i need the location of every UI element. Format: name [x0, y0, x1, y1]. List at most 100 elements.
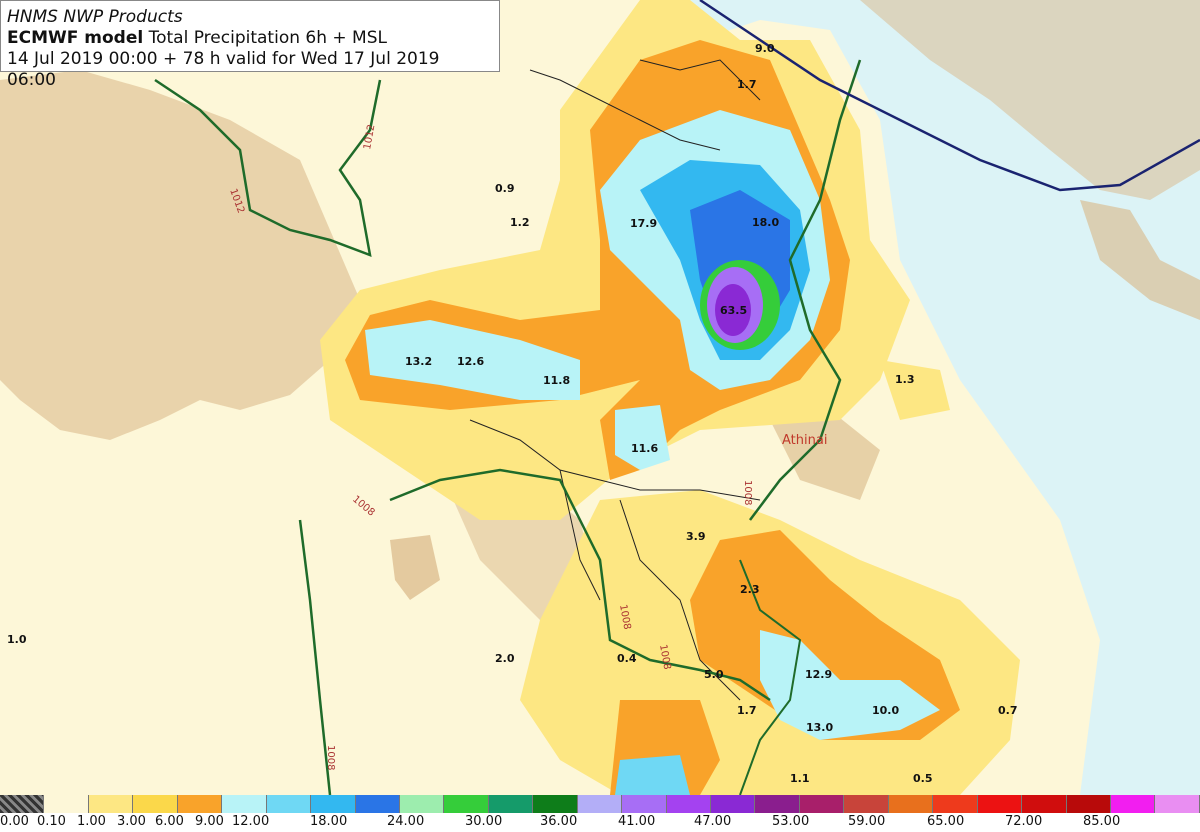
legend-swatch	[266, 795, 312, 813]
land-attica	[760, 400, 880, 500]
precip-value: 13.0	[806, 721, 833, 734]
legend-swatch	[711, 795, 756, 813]
legend-labels: 0.00 0.10 1.00 3.00 6.00 9.00 12.00 18.00 24.00 3…	[0, 814, 1200, 832]
precip-value: 10.0	[872, 704, 899, 717]
color-legend: 0.00 0.10 1.00 3.00 6.00 9.00 12.00 18.00 24.00 3…	[0, 795, 1200, 832]
legend-swatch	[177, 795, 223, 813]
model-title: ECMWF model Total Precipitation 6h + MSL	[7, 28, 493, 49]
isobar-1008-west	[298, 519, 332, 795]
precip-value: 2.0	[495, 652, 515, 665]
precip-value: 0.9	[495, 182, 515, 195]
legend-label: 9.00	[195, 814, 224, 829]
front-line	[699, 0, 1200, 192]
legend-label: 30.00	[465, 814, 503, 829]
legend-swatch	[1110, 795, 1156, 813]
precip-value: 1.1	[790, 772, 810, 785]
precip-value: 3.9	[686, 530, 706, 543]
precip-value: 63.5	[720, 304, 747, 317]
valid-time: 14 Jul 2019 00:00 + 78 h valid for Wed 1…	[7, 49, 440, 90]
legend-label: 41.00	[618, 814, 656, 829]
legend-swatch	[622, 795, 667, 813]
legend-label: 18.00	[310, 814, 348, 829]
legend-swatch	[355, 795, 400, 813]
legend-label: 0.00	[0, 814, 29, 829]
field-name: Total Precipitation 6h + MSL	[148, 28, 387, 48]
isobar-1008-east	[749, 59, 862, 521]
precip-value: 1.7	[737, 704, 757, 717]
product-name: HNMS NWP Products	[7, 7, 183, 27]
legend-swatch	[1022, 795, 1067, 813]
legend-color-bar	[0, 795, 1200, 813]
land-island	[390, 535, 440, 600]
legend-swatch	[977, 795, 1023, 813]
isobar-1008-inner	[739, 559, 802, 795]
legend-label: 72.00	[1005, 814, 1043, 829]
legend-swatch	[844, 795, 889, 813]
legend-label: 6.00	[155, 814, 184, 829]
isobar-1008-south	[389, 468, 771, 702]
precip-value: 2.3	[740, 583, 760, 596]
legend-swatch	[1155, 795, 1200, 813]
legend-label: 47.00	[694, 814, 732, 829]
legend-label: 12.00	[232, 814, 270, 829]
legend-swatch	[533, 795, 578, 813]
model-name: ECMWF model	[7, 28, 144, 48]
precip-value: 11.8	[543, 374, 570, 387]
precip-value: 1.2	[510, 216, 530, 229]
land-east	[1080, 200, 1200, 320]
legend-label: 85.00	[1083, 814, 1121, 829]
city-label-athens: Athinai	[782, 433, 827, 448]
precip-value: 12.9	[805, 668, 832, 681]
precip-value: 11.6	[631, 442, 658, 455]
precip-value: 1.3	[895, 373, 915, 386]
precip-value: 13.2	[405, 355, 432, 368]
precip-value: 1.0	[7, 633, 27, 646]
precip-value: 0.5	[913, 772, 933, 785]
land-west	[0, 70, 360, 440]
map-title-box: HNMS NWP Products ECMWF model Total Prec…	[0, 0, 500, 90]
isobar-label: 1008	[742, 480, 753, 505]
legend-swatch	[88, 795, 134, 813]
legend-swatch	[1066, 795, 1111, 813]
legend-label: 59.00	[848, 814, 886, 829]
isobar-label: 1008	[617, 604, 632, 631]
precip-cyan-sw	[615, 755, 690, 795]
precip-cyan-mid	[615, 405, 670, 470]
precip-value: 17.9	[630, 217, 657, 230]
legend-swatch	[133, 795, 178, 813]
isobar-label: 1008	[325, 745, 336, 770]
legend-swatch	[577, 795, 623, 813]
legend-label: 24.00	[387, 814, 425, 829]
legend-swatch	[488, 795, 534, 813]
precip-cyan-south	[760, 630, 940, 740]
legend-swatch	[933, 795, 978, 813]
map-area: 1012 1012 1008 1008 1008 1008 1008 Athin…	[0, 0, 1200, 795]
legend-swatch	[799, 795, 845, 813]
legend-swatch	[444, 795, 489, 813]
legend-swatch	[888, 795, 934, 813]
precipitation-map: 1012 1012 1008 1008 1008 1008 1008 Athin…	[0, 0, 1200, 795]
precip-yellow-east	[880, 360, 950, 420]
legend-label: 1.00	[77, 814, 106, 829]
precip-value: 5.0	[704, 668, 724, 681]
legend-swatch	[0, 795, 45, 813]
isobar-label: 1012	[362, 124, 377, 151]
precip-values: 9.0 1.7 0.9 1.2 17.9 18.0 63.5 13.2 12.6…	[7, 42, 1018, 785]
legend-swatch	[44, 795, 89, 813]
precip-value: 0.7	[998, 704, 1018, 717]
legend-label: 3.00	[117, 814, 146, 829]
isobar-label: 1008	[657, 644, 672, 671]
land-northeast	[860, 0, 1200, 200]
legend-label: 53.00	[772, 814, 810, 829]
precip-purple	[715, 284, 751, 336]
coastline-north	[529, 59, 761, 151]
isobar-1012	[154, 78, 382, 257]
legend-label: 36.00	[540, 814, 578, 829]
precip-cyan-west	[365, 320, 580, 400]
legend-swatch	[311, 795, 356, 813]
legend-swatch	[666, 795, 711, 813]
legend-label: 0.10	[37, 814, 66, 829]
precip-value: 18.0	[752, 216, 779, 229]
precip-value: 12.6	[457, 355, 484, 368]
precip-value: 0.4	[617, 652, 637, 665]
